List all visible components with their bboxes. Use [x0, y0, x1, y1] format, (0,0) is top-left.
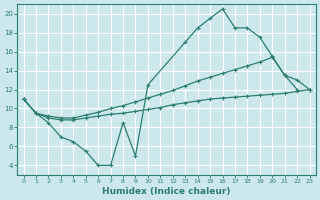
- X-axis label: Humidex (Indice chaleur): Humidex (Indice chaleur): [102, 187, 231, 196]
